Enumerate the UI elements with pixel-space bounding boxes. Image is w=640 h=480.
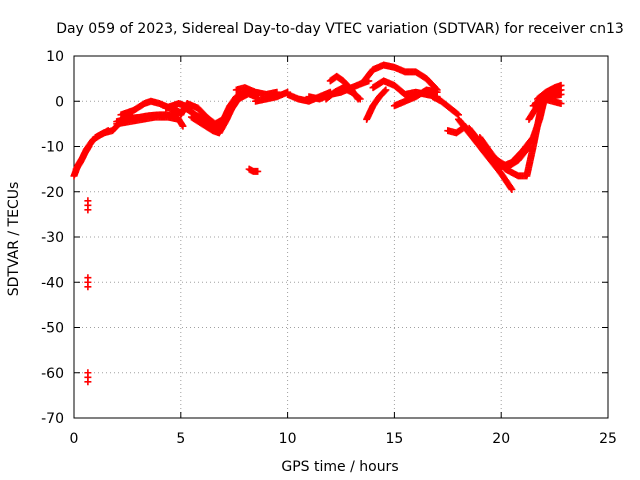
data-point bbox=[557, 100, 565, 108]
data-point bbox=[381, 87, 389, 95]
data-point bbox=[433, 88, 441, 96]
y-tick-label: -40 bbox=[41, 275, 64, 291]
data-point bbox=[84, 378, 92, 386]
y-tick-label: -20 bbox=[41, 185, 64, 201]
y-tick-label: -30 bbox=[41, 230, 64, 246]
axes: 0 5 10 15 20 25 10 0 -10 -20 -30 -40 -50 -60 -70 bbox=[41, 49, 617, 447]
x-tick-label: 20 bbox=[492, 431, 510, 447]
data-point bbox=[254, 167, 262, 175]
x-tick-label: 10 bbox=[279, 431, 297, 447]
x-tick-label: 15 bbox=[385, 431, 403, 447]
data-point bbox=[507, 184, 515, 192]
y-axis-label: SDTVAR / TECUs bbox=[6, 182, 22, 297]
y-tick-label: -60 bbox=[41, 366, 64, 382]
y-tick-label: -10 bbox=[41, 140, 64, 156]
x-tick-label: 0 bbox=[70, 431, 79, 447]
y-tick-label: -50 bbox=[41, 321, 64, 337]
data-point bbox=[84, 206, 92, 214]
gridlines bbox=[74, 56, 608, 418]
y-tick-label: 10 bbox=[46, 49, 64, 65]
y-tick-label: 0 bbox=[55, 94, 64, 110]
x-tick-label: 5 bbox=[176, 431, 185, 447]
x-axis-label: GPS time / hours bbox=[281, 459, 398, 475]
y-tick-label: -70 bbox=[41, 411, 64, 427]
chart-title: Day 059 of 2023, Sidereal Day-to-day VTE… bbox=[56, 21, 624, 37]
data-point bbox=[85, 143, 93, 150]
x-tick-label: 25 bbox=[599, 431, 617, 447]
data-point bbox=[557, 81, 565, 89]
data-point bbox=[84, 283, 92, 291]
data-point bbox=[453, 110, 461, 118]
data-point bbox=[356, 95, 364, 103]
data-points bbox=[70, 61, 565, 386]
data-point bbox=[508, 185, 516, 193]
data-point bbox=[557, 90, 565, 98]
data-point bbox=[355, 94, 363, 102]
data-point bbox=[179, 122, 187, 130]
data-point bbox=[382, 86, 390, 94]
